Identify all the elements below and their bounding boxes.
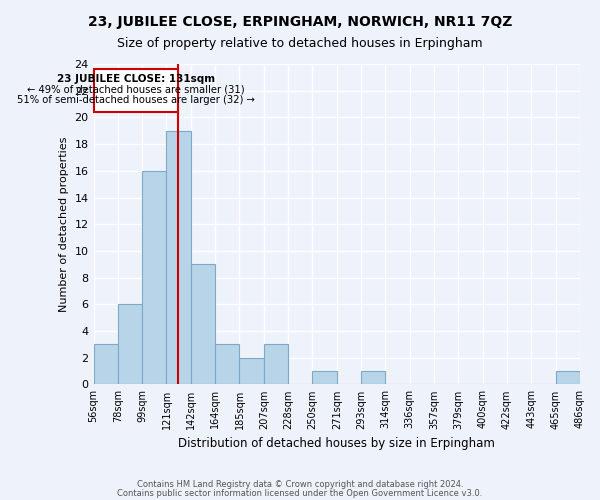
Text: 23 JUBILEE CLOSE: 131sqm: 23 JUBILEE CLOSE: 131sqm [57,74,215,84]
Text: Size of property relative to detached houses in Erpingham: Size of property relative to detached ho… [117,38,483,51]
Bar [94,344,118,385]
Bar [118,304,142,384]
Bar [313,371,337,384]
Bar [142,171,166,384]
Bar [264,344,288,385]
FancyBboxPatch shape [94,70,178,112]
Y-axis label: Number of detached properties: Number of detached properties [59,136,69,312]
Bar [215,344,239,385]
Text: 51% of semi-detached houses are larger (32) →: 51% of semi-detached houses are larger (… [17,96,255,106]
Bar [361,371,385,384]
Bar [239,358,264,384]
Bar [166,131,191,384]
Text: 23, JUBILEE CLOSE, ERPINGHAM, NORWICH, NR11 7QZ: 23, JUBILEE CLOSE, ERPINGHAM, NORWICH, N… [88,15,512,29]
Text: ← 49% of detached houses are smaller (31): ← 49% of detached houses are smaller (31… [27,84,245,94]
Bar [191,264,215,384]
X-axis label: Distribution of detached houses by size in Erpingham: Distribution of detached houses by size … [178,437,495,450]
Text: Contains public sector information licensed under the Open Government Licence v3: Contains public sector information licen… [118,488,482,498]
Bar [556,371,580,384]
Text: Contains HM Land Registry data © Crown copyright and database right 2024.: Contains HM Land Registry data © Crown c… [137,480,463,489]
